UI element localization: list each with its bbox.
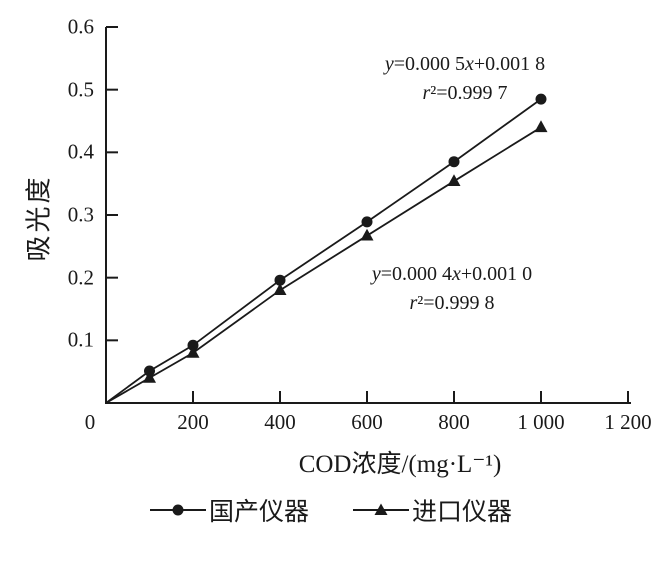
legend-item-domestic: 国产仪器 xyxy=(149,492,309,528)
data-point-triangle xyxy=(534,120,548,133)
legend-item-imported: 进口仪器 xyxy=(353,492,512,528)
y-tick-label: 0.1 xyxy=(67,327,94,352)
y-tick-label: 0.4 xyxy=(67,139,94,164)
triangle-marker-icon xyxy=(353,503,409,515)
data-point-circle xyxy=(361,216,373,228)
x-axis-title: COD浓度/(mg·L⁻¹) xyxy=(298,451,502,478)
axes xyxy=(105,26,631,404)
legend-label-imported: 进口仪器 xyxy=(412,499,513,526)
x-tick-label: 200 xyxy=(177,410,209,434)
x-tick-label: 0 xyxy=(84,410,96,434)
fit-equation-imported: y=0.000 4x+0.001 0 xyxy=(371,263,533,285)
data-point-triangle xyxy=(360,228,374,241)
y-tick-label: 0.2 xyxy=(67,265,94,290)
x-tick-label: 400 xyxy=(264,410,296,434)
data-point-circle xyxy=(535,93,547,105)
data-point-triangle xyxy=(143,370,156,383)
fit-annotation-imported: y=0.000 4x+0.001 0 r²=0.999 8 xyxy=(372,260,532,318)
chart-legend: 国产仪器 进口仪器 xyxy=(0,492,662,528)
y-tick-label: 0.5 xyxy=(67,77,94,102)
series-imported xyxy=(105,120,548,404)
x-tick-label: 800 xyxy=(438,410,470,434)
data-point-triangle xyxy=(447,174,461,186)
y-axis-title: 吸光度 xyxy=(24,174,54,262)
x-tick-label: 1 200 xyxy=(604,410,652,434)
data-point-circle xyxy=(448,156,460,168)
y-tick-label: 0.6 xyxy=(67,14,94,39)
x-tick-label: 1 000 xyxy=(517,410,565,434)
fit-r2-imported: r²=0.999 8 xyxy=(409,292,495,314)
data-point-circle xyxy=(274,274,286,286)
y-tick-label: 0.3 xyxy=(67,202,94,227)
x-tick-label: 600 xyxy=(351,410,383,434)
data-point-triangle xyxy=(273,283,287,295)
data-point-triangle xyxy=(186,345,200,358)
fit-equation-domestic: y=0.000 5x+0.001 8 xyxy=(384,53,546,75)
series-domestic xyxy=(105,93,547,404)
fit-annotation-domestic: y=0.000 5x+0.001 8 r²=0.999 7 xyxy=(385,50,545,108)
circle-marker-icon xyxy=(149,504,206,516)
data-point-circle xyxy=(187,339,199,351)
legend-label-domestic: 国产仪器 xyxy=(208,499,309,526)
fit-r2-domestic: r²=0.999 7 xyxy=(422,82,508,104)
